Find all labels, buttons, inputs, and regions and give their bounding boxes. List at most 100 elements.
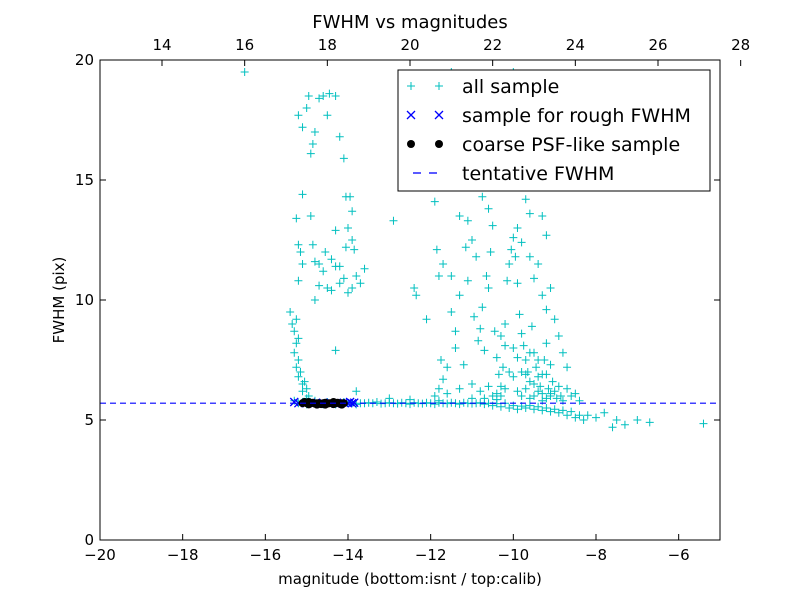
data-point — [554, 332, 563, 340]
data-point — [575, 411, 584, 420]
legend-label: coarse PSF-like sample — [462, 134, 680, 156]
data-point — [350, 245, 359, 254]
data-point — [525, 209, 534, 218]
data-point — [575, 396, 584, 405]
data-point — [542, 305, 551, 314]
top-tick-label: 18 — [318, 36, 337, 54]
data-point — [490, 327, 499, 336]
data-point — [563, 411, 572, 420]
data-point — [292, 214, 301, 223]
data-point — [331, 262, 340, 271]
x-tick-label: −6 — [668, 546, 690, 564]
y-tick-label: 10 — [75, 291, 94, 309]
data-point — [501, 341, 510, 350]
data-point — [443, 363, 452, 372]
data-point — [544, 384, 553, 393]
x-axis-label: magnitude (bottom:isnt / top:calib) — [278, 570, 542, 588]
data-point — [296, 248, 305, 256]
data-point — [517, 368, 526, 376]
legend-entry: tentative FWHM — [413, 163, 614, 185]
data-point — [474, 336, 483, 345]
legend-label: tentative FWHM — [462, 163, 614, 185]
data-point — [530, 405, 538, 414]
data-point — [430, 197, 439, 206]
data-point — [327, 255, 336, 264]
data-point — [304, 92, 313, 100]
data-point — [325, 89, 334, 98]
data-point — [550, 315, 559, 324]
data-point — [496, 382, 505, 391]
data-point — [292, 315, 301, 324]
x-tick-label: −18 — [167, 546, 199, 564]
data-point — [455, 212, 464, 220]
data-point — [422, 315, 431, 324]
data-point — [310, 296, 319, 304]
data-point — [494, 370, 503, 379]
data-point — [534, 402, 543, 411]
data-point — [554, 408, 563, 417]
legend-label: all sample — [462, 76, 559, 98]
data-point — [298, 190, 307, 199]
data-point — [480, 346, 489, 355]
data-point — [521, 356, 530, 364]
data-point — [478, 303, 487, 312]
top-tick-label: 28 — [731, 36, 750, 54]
data-point — [286, 308, 295, 316]
data-point — [290, 327, 299, 336]
data-point — [571, 413, 580, 422]
data-point — [509, 233, 518, 242]
data-point — [300, 377, 309, 386]
data-point — [517, 392, 526, 400]
data-point — [538, 406, 547, 415]
data-point — [306, 149, 315, 158]
data-point — [294, 276, 303, 285]
data-point — [509, 372, 518, 381]
data-point — [356, 279, 365, 288]
data-point — [515, 310, 524, 319]
data-point — [461, 243, 470, 252]
data-point — [298, 123, 307, 132]
data-point — [310, 257, 319, 266]
data-point — [550, 387, 559, 396]
data-point — [517, 238, 526, 247]
data-point — [315, 260, 324, 268]
data-point — [335, 132, 344, 141]
data-point — [608, 423, 617, 432]
data-point — [288, 320, 297, 328]
data-point — [534, 356, 543, 364]
legend-marker — [406, 110, 416, 120]
y-axis-label: FWHM (pix) — [50, 257, 68, 344]
data-point — [488, 221, 497, 230]
x-tick-label: −14 — [332, 546, 364, 564]
data-point — [513, 353, 522, 362]
data-point — [331, 226, 340, 235]
data-point — [538, 212, 547, 220]
data-point — [298, 260, 307, 268]
data-point — [492, 389, 501, 398]
data-point — [319, 92, 328, 100]
data-point — [319, 267, 328, 276]
data-point — [496, 332, 505, 340]
data-point — [352, 272, 361, 280]
data-point — [513, 279, 522, 288]
data-point — [434, 396, 443, 405]
data-point — [472, 252, 481, 261]
data-point — [552, 394, 561, 403]
data-point — [451, 344, 460, 352]
legend: all sample sample for rough FWHM coarse PS… — [397, 69, 711, 192]
data-point — [443, 389, 452, 398]
data-point — [513, 224, 522, 232]
legend-marker — [435, 82, 443, 90]
data-point — [437, 356, 445, 364]
data-point — [434, 384, 443, 393]
data-point — [501, 320, 510, 328]
data-point — [339, 274, 348, 283]
data-point — [352, 387, 361, 396]
data-point — [563, 363, 572, 372]
ticks-layer: −20 −18 −16 −14 −12 −10 −8 −6 0 5 10 15 20 14 16 18 20 22… — [75, 36, 750, 564]
data-point — [294, 334, 303, 343]
data-point — [492, 353, 501, 362]
data-point — [484, 382, 493, 391]
data-point — [412, 291, 421, 300]
